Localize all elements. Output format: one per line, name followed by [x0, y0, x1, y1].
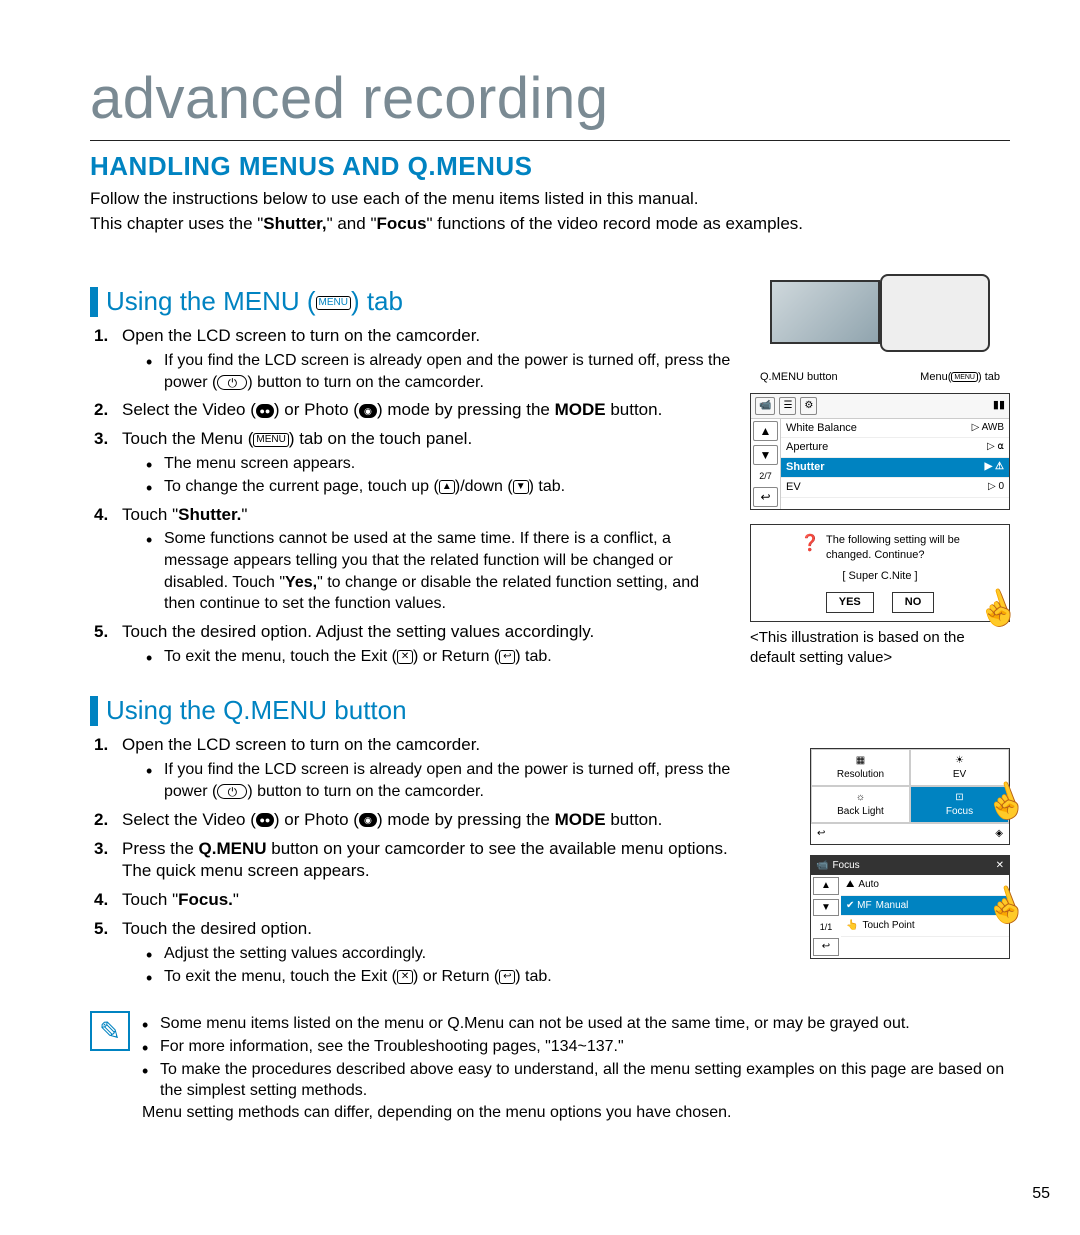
menu-row-shutter: Shutter▶ ⚠ — [781, 458, 1009, 478]
down-icon: ▼ — [513, 480, 529, 494]
up-button: ▲ — [813, 877, 839, 895]
close-icon: ✕ — [996, 859, 1004, 873]
step-2: Select the Video (●●) or Photo (◉) mode … — [94, 399, 732, 422]
note-1: Some menu items listed on the menu or Q.… — [142, 1013, 1010, 1035]
focus-panel: 📹Focus✕ ▲ ▼ 1/1 ↩ ⛰Auto ✔ MFManual 👆Touc… — [810, 855, 1010, 959]
return-icon: ↩ — [817, 827, 825, 841]
step-3-bullet-2: To change the current page, touch up (▲)… — [146, 476, 732, 498]
confirm-panel: ❓ The following setting will be changed.… — [750, 524, 1010, 621]
power-icon: ⏻ — [217, 784, 247, 799]
qmenu-resolution: ▦Resolution — [811, 749, 910, 786]
note-box: ✎ Some menu items listed on the menu or … — [90, 1011, 1010, 1124]
question-icon: ❓ — [800, 533, 820, 563]
illustration-caption: <This illustration is based on the defau… — [750, 628, 1010, 669]
page-number: 55 — [1032, 1183, 1050, 1205]
note-2: For more information, see the Troublesho… — [142, 1036, 1010, 1058]
power-icon: ⏻ — [217, 375, 247, 390]
section-heading: HANDLING MENUS AND Q.MENUS — [90, 149, 1010, 184]
camcorder-illustration — [750, 266, 1000, 366]
step-5: Touch the desired option. Adjust the set… — [94, 621, 732, 668]
return-icon: ↩ — [499, 970, 515, 984]
exit-icon: ✕ — [397, 650, 413, 664]
subhead-qmenu: Using the Q.MENU button — [90, 693, 732, 728]
note-icon: ✎ — [90, 1011, 130, 1051]
menu-tab-label: Menu(MENU) tab — [920, 370, 1000, 385]
q-step-2: Select the Video (●●) or Photo (◉) mode … — [94, 809, 732, 832]
step-1-bullet: If you find the LCD screen is already op… — [146, 350, 732, 393]
note-3: To make the procedures described above e… — [142, 1059, 1010, 1124]
confirm-msg-1: The following setting will be — [826, 533, 960, 548]
step-4-bullet: Some functions cannot be used at the sam… — [146, 528, 732, 614]
q-step-3: Press the Q.MENU button on your camcorde… — [94, 838, 732, 884]
focus-touchpoint: 👆Touch Point — [841, 916, 1009, 937]
qmenu-grid: ▦Resolution ☀EV ☼Back Light ⊡Focus ↩ ◈ ☝ — [810, 748, 1010, 845]
menu-row-ev: EV▷ 0 — [781, 478, 1009, 498]
step-1: Open the LCD screen to turn on the camco… — [94, 325, 732, 393]
photo-icon: ◉ — [359, 813, 377, 827]
accent-bar — [90, 696, 98, 726]
qmenu-button-label: Q.MENU button — [760, 370, 838, 385]
q-step-5-bullet-2: To exit the menu, touch the Exit (✕) or … — [146, 966, 732, 988]
no-button: NO — [892, 592, 935, 613]
up-icon: ▲ — [439, 480, 455, 494]
page-title: advanced recording — [90, 60, 1010, 141]
qmenu-backlight: ☼Back Light — [811, 786, 910, 823]
menu-icon: MENU — [253, 433, 288, 447]
menu-row-wb: White Balance▷ AWB — [781, 419, 1009, 439]
steps-menu: Open the LCD screen to turn on the camco… — [90, 325, 732, 667]
step-4: Touch "Shutter." Some functions cannot b… — [94, 504, 732, 615]
return-button: ↩ — [753, 487, 778, 507]
q-step-1-bullet: If you find the LCD screen is already op… — [146, 759, 732, 802]
focus-title: Focus — [832, 859, 859, 873]
menu-icon: MENU — [951, 372, 978, 382]
q-step-5: Touch the desired option. Adjust the set… — [94, 918, 732, 987]
q-step-1: Open the LCD screen to turn on the camco… — [94, 734, 732, 802]
return-icon: ↩ — [499, 650, 515, 664]
video-tab-icon: 📹 — [755, 397, 775, 415]
menu-icon: MENU — [316, 296, 351, 310]
page-indicator: 2/7 — [753, 469, 778, 483]
subhead-text: Using the Q.MENU button — [106, 693, 407, 728]
list-tab-icon: ☰ — [779, 397, 796, 415]
steps-qmenu: Open the LCD screen to turn on the camco… — [90, 734, 732, 987]
down-button: ▼ — [753, 445, 778, 465]
accent-bar — [90, 287, 98, 317]
qmenu-ev: ☀EV — [910, 749, 1009, 786]
step-3: Touch the Menu (MENU) tab on the touch p… — [94, 428, 732, 497]
confirm-option: [ Super C.Nite ] — [759, 569, 1001, 584]
video-icon: ●● — [256, 813, 274, 827]
menu-panel: 📹 ☰ ⚙ ▮▮ ▲ ▼ 2/7 ↩ White Balance▷ AWB Ap… — [750, 393, 1010, 510]
video-icon: 📹 — [816, 859, 828, 873]
down-button: ▼ — [813, 899, 839, 917]
exit-icon: ✕ — [397, 970, 413, 984]
photo-icon: ◉ — [359, 404, 377, 418]
q-step-5-bullet-1: Adjust the setting values accordingly. — [146, 943, 732, 965]
step-3-bullet-1: The menu screen appears. — [146, 453, 732, 475]
gear-tab-icon: ⚙ — [800, 397, 817, 415]
return-button: ↩ — [813, 938, 839, 956]
subhead-text: Using the MENU (MENU) tab — [106, 284, 403, 319]
page-indicator: 1/1 — [813, 920, 839, 934]
step-5-bullet: To exit the menu, touch the Exit (✕) or … — [146, 646, 732, 668]
q-step-4: Touch "Focus." — [94, 889, 732, 912]
up-button: ▲ — [753, 421, 778, 441]
video-icon: ●● — [256, 404, 274, 418]
menu-row-aperture: Aperture▷ ⍺ — [781, 438, 1009, 458]
intro-block: Follow the instructions below to use eac… — [90, 188, 1010, 236]
intro-line-1: Follow the instructions below to use eac… — [90, 188, 1010, 211]
battery-icon: ▮▮ — [993, 398, 1005, 413]
intro-line-2: This chapter uses the "Shutter," and "Fo… — [90, 213, 1010, 236]
confirm-msg-2: changed. Continue? — [826, 548, 960, 563]
yes-button: YES — [826, 592, 874, 613]
cam-labels: Q.MENU button Menu(MENU) tab — [750, 370, 1010, 385]
subhead-menu-tab: Using the MENU (MENU) tab — [90, 284, 732, 319]
